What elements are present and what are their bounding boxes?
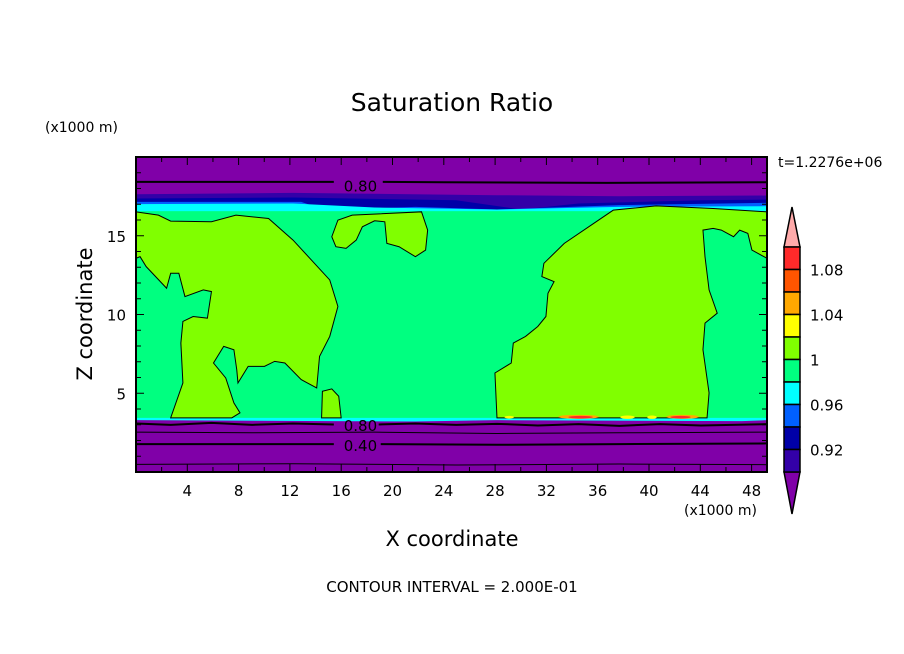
x-tick-label: 16 bbox=[332, 482, 351, 500]
colorbar-swatch bbox=[783, 336, 801, 361]
colorbar-tick-label: 1.04 bbox=[810, 307, 843, 325]
hotspot-red bbox=[568, 415, 593, 419]
x-tick-label: 40 bbox=[639, 482, 658, 500]
colorbar-tick-label: 1.08 bbox=[810, 262, 843, 280]
region-blob-top-middle bbox=[332, 212, 428, 257]
hotspot-yellow bbox=[504, 415, 515, 419]
hotspot-red bbox=[670, 415, 691, 419]
colorbar-swatch bbox=[783, 403, 801, 428]
colorbar-swatch bbox=[783, 246, 801, 271]
contour-label: 0.80 bbox=[344, 417, 377, 435]
colorbar-swatch bbox=[783, 291, 801, 316]
x-tick-label: 24 bbox=[434, 482, 453, 500]
contour-label: 0.40 bbox=[344, 437, 377, 455]
contour-line-thin-bottom bbox=[136, 464, 767, 465]
region-blob-left bbox=[136, 212, 338, 418]
band-cyan bbox=[136, 203, 767, 214]
y-unit-label: (x1000 m) bbox=[45, 120, 118, 136]
contour-line-top-080 bbox=[136, 182, 767, 183]
contour-line-thin bbox=[136, 432, 767, 433]
axis-ticks bbox=[136, 157, 767, 472]
colorbar-swatch bbox=[783, 381, 801, 406]
contour-interval-label: CONTOUR INTERVAL = 2.000E-01 bbox=[326, 578, 578, 596]
region-blob-right bbox=[495, 206, 767, 418]
x-tick-label: 36 bbox=[588, 482, 607, 500]
contour-field bbox=[136, 157, 767, 472]
chart-title: Saturation Ratio bbox=[350, 88, 554, 117]
colorbar-tick-label: 0.92 bbox=[810, 442, 843, 460]
region-blob-bottom-small bbox=[322, 389, 342, 418]
contour-label: 0.80 bbox=[344, 177, 377, 195]
colorbar-tick-label: 1 bbox=[810, 352, 820, 370]
x-unit-label: (x1000 m) bbox=[684, 503, 757, 519]
plot-frame bbox=[135, 156, 768, 473]
hotspots bbox=[504, 414, 699, 419]
y-tick-label: 10 bbox=[107, 307, 126, 325]
y-tick-label: 15 bbox=[107, 228, 126, 246]
colorbar-under-triangle bbox=[783, 471, 801, 515]
colorbar-swatch bbox=[783, 448, 801, 473]
colorbar-swatch bbox=[783, 426, 801, 451]
contour-labels: 0.80 0.80 0.40 bbox=[344, 177, 377, 455]
x-tick-label: 44 bbox=[691, 482, 710, 500]
x-tick-label: 8 bbox=[234, 482, 244, 500]
y-tick-label: 5 bbox=[116, 385, 126, 403]
colorbar: 1.08 1.04 1 0.96 0.92 bbox=[783, 206, 843, 515]
x-tick-label: 20 bbox=[383, 482, 402, 500]
x-tick-label: 12 bbox=[280, 482, 299, 500]
contour-line-bottom-080 bbox=[136, 423, 767, 426]
contour-line-040 bbox=[136, 443, 767, 444]
colorbar-tick-label: 0.96 bbox=[810, 397, 843, 415]
x-tick-label: 48 bbox=[742, 482, 761, 500]
x-tick-label: 32 bbox=[537, 482, 556, 500]
colorbar-swatch bbox=[783, 358, 801, 383]
hotspot-yellow bbox=[647, 415, 657, 419]
colorbar-swatch bbox=[783, 268, 801, 293]
x-tick-label: 28 bbox=[486, 482, 505, 500]
colorbar-over-triangle bbox=[783, 206, 801, 248]
time-label: t=1.2276e+06 bbox=[778, 155, 883, 171]
band-cyan-bottom bbox=[136, 417, 767, 422]
hotspot-yellow bbox=[620, 415, 635, 419]
x-axis-label: X coordinate bbox=[385, 527, 519, 551]
colorbar-swatch bbox=[783, 313, 801, 338]
x-tick-label: 4 bbox=[183, 482, 193, 500]
